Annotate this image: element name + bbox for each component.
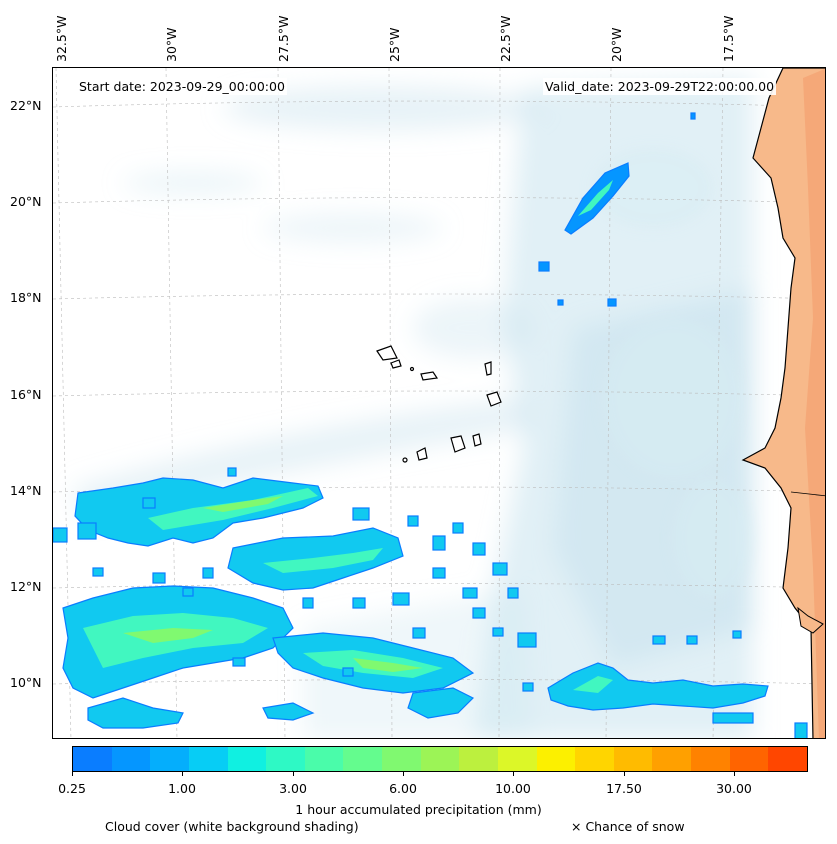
lon-label-17-5w: 17.5°W [721, 15, 736, 62]
lon-label-22-5w: 22.5°W [498, 15, 513, 62]
colorbar-swatch-0 [73, 747, 112, 771]
precip-southeast-band [547, 662, 769, 711]
colorbar-swatch-3 [188, 747, 228, 771]
colorbar-swatch-2 [150, 747, 189, 771]
colorbar-swatch-18 [768, 747, 807, 771]
africa-inland-shading [803, 68, 825, 738]
colorbar-tickmark [624, 772, 625, 776]
colorbar-swatch-14 [613, 747, 653, 771]
colorbar-tickmark [182, 772, 183, 776]
colorbar-swatch-9 [420, 747, 460, 771]
colorbar-tickmark [293, 772, 294, 776]
colorbar-title: 1 hour accumulated precipitation (mm) [295, 802, 542, 817]
valid-date-label: Valid_date: 2023-09-29T22:00:00.00 [543, 78, 777, 95]
colorbar-swatch-11 [497, 747, 537, 771]
guinea-coast [797, 606, 824, 634]
lon-label-30w: 30°W [164, 27, 179, 62]
precipitation-colorbar [72, 746, 808, 772]
lat-label-22n: 22°N [10, 98, 42, 113]
cloud-cover-note: Cloud cover (white background shading) [105, 819, 359, 834]
colorbar-tickmark [72, 772, 73, 776]
lat-label-20n: 20°N [10, 194, 42, 209]
colorbar-tick-label: 30.00 [716, 781, 752, 796]
colorbar-tickmark [403, 772, 404, 776]
lon-label-27-5w: 27.5°W [276, 15, 291, 62]
colorbar-swatch-16 [691, 747, 730, 771]
colorbar-swatch-8 [382, 747, 421, 771]
lat-label-18n: 18°N [10, 290, 42, 305]
colorbar-swatch-15 [652, 747, 691, 771]
lon-label-25w: 25°W [387, 27, 402, 62]
gambia-river [790, 491, 825, 497]
colorbar-tick-label: 1.00 [168, 781, 196, 796]
colorbar-swatch-7 [343, 747, 382, 771]
lat-label-16n: 16°N [10, 387, 42, 402]
colorbar-swatch-6 [304, 747, 344, 771]
colorbar-swatch-10 [459, 747, 498, 771]
colorbar-tick-label: 10.00 [495, 781, 531, 796]
lon-label-32-5w: 32.5°W [54, 15, 69, 62]
colorbar-swatch-1 [111, 747, 151, 771]
map-canvas [53, 68, 825, 738]
snow-chance-note: × Chance of snow [571, 819, 685, 834]
colorbar-tickmark [734, 772, 735, 776]
colorbar-swatch-13 [575, 747, 614, 771]
cape-verde-islands [376, 345, 502, 463]
lat-label-10n: 10°N [10, 675, 42, 690]
lat-label-14n: 14°N [10, 483, 42, 498]
start-date-label: Start date: 2023-09-29_00:00:00 [77, 78, 287, 95]
lat-label-12n: 12°N [10, 579, 42, 594]
colorbar-tick-label: 17.50 [606, 781, 642, 796]
colorbar-swatch-5 [266, 747, 305, 771]
colorbar-tick-label: 3.00 [279, 781, 307, 796]
colorbar-swatch-12 [536, 747, 576, 771]
lon-label-20w: 20°W [609, 27, 624, 62]
precipitation-field [53, 112, 808, 738]
colorbar-tickmark [513, 772, 514, 776]
colorbar-tick-label: 6.00 [389, 781, 417, 796]
colorbar-swatch-17 [729, 747, 769, 771]
colorbar-swatch-4 [227, 747, 267, 771]
map-panel[interactable] [52, 67, 826, 739]
colorbar-tick-label: 0.25 [58, 781, 86, 796]
